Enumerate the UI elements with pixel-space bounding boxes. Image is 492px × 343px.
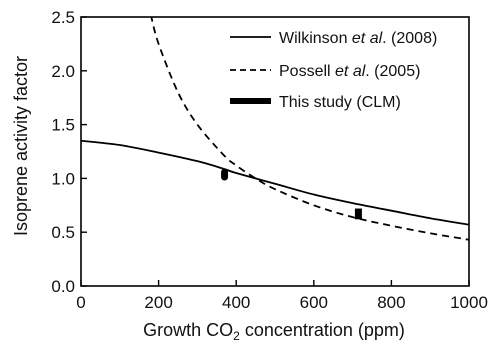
study-marker [354, 208, 362, 220]
legend-label-wilkinson-pre: Wilkinson [279, 30, 352, 47]
x-tick-label: 1000 [450, 293, 488, 312]
x-tick-label: 200 [144, 293, 172, 312]
y-tick-label: 2.5 [51, 8, 75, 27]
x-tick-label: 600 [300, 293, 328, 312]
x-axis-title-subscript: 2 [233, 329, 240, 343]
x-axis-ticks: 0 200 400 600 800 1000 [76, 280, 488, 312]
legend-label-possell: Possell et al. (2005) [279, 63, 420, 80]
legend-label-wilkinson: Wilkinson et al. (2008) [279, 30, 437, 47]
series-lines [81, 17, 469, 241]
study-marker [221, 168, 229, 181]
legend-item-this-study: This study (CLM) [230, 94, 401, 111]
legend-label-this-study: This study (CLM) [279, 94, 401, 111]
y-tick-label: 2.0 [51, 62, 75, 81]
legend-item-wilkinson: Wilkinson et al. (2008) [230, 30, 437, 47]
legend-item-possell: Possell et al. (2005) [230, 63, 420, 80]
y-tick-label: 1.5 [51, 116, 75, 135]
x-axis-title: Growth CO2 concentration (ppm) [143, 320, 405, 343]
y-tick-label: 0.5 [51, 223, 75, 242]
x-axis-title-suffix: concentration (ppm) [240, 320, 405, 340]
x-axis-title-prefix: Growth CO [143, 320, 233, 340]
study-markers [221, 168, 362, 220]
y-tick-label: 1.0 [51, 169, 75, 188]
series-line-possell [150, 17, 469, 241]
plot-frame [80, 16, 470, 287]
x-tick-label: 400 [222, 293, 250, 312]
x-tick-label: 800 [377, 293, 405, 312]
x-tick-label: 0 [76, 293, 85, 312]
y-tick-label: 0.0 [51, 277, 75, 296]
legend-label-wilkinson-italic: et al [352, 30, 383, 47]
legend-label-possell-pre: Possell [279, 63, 335, 80]
y-axis-ticks: 0.0 0.5 1.0 1.5 2.0 2.5 [51, 8, 87, 296]
series-line-wilkinson [81, 139, 469, 226]
legend-swatch-thick [230, 98, 271, 104]
legend-label-possell-italic: et al [335, 63, 366, 80]
legend: Wilkinson et al. (2008) Possell et al. (… [230, 30, 437, 111]
y-axis-title: Isoprene activity factor [11, 56, 31, 236]
legend-label-wilkinson-post: . (2008) [382, 30, 437, 47]
legend-label-possell-post: . (2005) [365, 63, 420, 80]
